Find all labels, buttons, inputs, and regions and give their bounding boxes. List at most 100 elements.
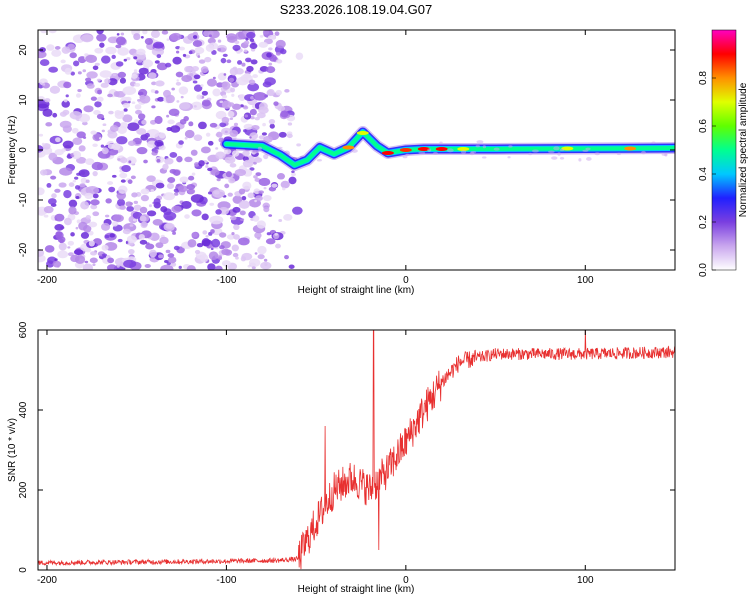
noise-blob	[67, 252, 74, 257]
noise-blob	[263, 206, 270, 213]
noise-blob	[184, 214, 190, 219]
noise-blob	[178, 86, 189, 95]
noise-blob	[55, 231, 64, 240]
noise-blob	[100, 82, 109, 88]
noise-blob	[188, 121, 194, 127]
noise-blob	[90, 204, 98, 210]
noise-blob	[63, 189, 72, 199]
noise-blob	[170, 262, 177, 267]
noise-blob	[223, 73, 227, 76]
noise-blob	[117, 238, 123, 243]
signal-fringe	[661, 153, 668, 156]
noise-blob	[186, 184, 196, 190]
noise-blob	[209, 202, 215, 206]
noise-blob	[264, 262, 268, 266]
noise-blob	[43, 206, 54, 214]
noise-blob	[243, 169, 253, 177]
snr-y-tick-label: 400	[18, 401, 29, 418]
signal-fringe	[578, 158, 582, 162]
spectrogram-x-tick-label: -200	[37, 275, 57, 286]
noise-blob	[119, 205, 126, 210]
noise-blob	[55, 137, 61, 143]
snr-x-tick-label: -200	[37, 575, 57, 586]
noise-blob	[63, 217, 72, 226]
noise-blob	[232, 103, 242, 110]
noise-blob	[133, 56, 138, 60]
noise-blob	[207, 140, 214, 146]
noise-blob	[59, 111, 68, 117]
noise-blob	[143, 159, 148, 164]
noise-blob	[242, 150, 250, 157]
noise-blob	[287, 122, 293, 126]
signal-fringe	[481, 156, 487, 159]
noise-blob	[80, 177, 88, 184]
noise-blob	[157, 254, 164, 259]
noise-blob	[148, 204, 152, 208]
noise-blob	[168, 108, 180, 117]
noise-blob	[141, 119, 147, 125]
noise-blob	[136, 128, 147, 135]
noise-blob	[71, 127, 79, 134]
noise-blob	[217, 39, 222, 43]
noise-blob	[135, 109, 143, 115]
noise-blob	[193, 74, 201, 80]
noise-blob	[184, 65, 193, 73]
noise-blob	[119, 77, 127, 84]
noise-blob	[280, 48, 287, 55]
snr-x-tick-label: 100	[577, 575, 594, 586]
noise-blob	[155, 242, 164, 249]
noise-blob	[268, 118, 276, 125]
noise-blob	[111, 54, 116, 59]
noise-blob	[44, 245, 55, 253]
noise-blob	[161, 30, 169, 35]
noise-blob	[142, 30, 148, 35]
noise-blob	[44, 98, 51, 103]
signal-fringe	[257, 146, 262, 151]
noise-blob	[201, 213, 209, 221]
noise-blob	[136, 147, 148, 155]
snr-frame	[37, 329, 676, 571]
noise-blob	[74, 255, 86, 264]
noise-blob	[210, 247, 214, 251]
noise-blob	[262, 122, 266, 127]
noise-blob	[210, 229, 215, 234]
noise-blob	[167, 253, 175, 258]
noise-blob	[206, 78, 217, 87]
noise-blob	[235, 256, 239, 260]
noise-blob	[76, 131, 86, 139]
noise-blob	[209, 215, 224, 225]
noise-blob	[240, 218, 245, 221]
noise-blob	[145, 243, 155, 250]
noise-blob	[190, 194, 204, 203]
signal-fringe	[551, 156, 558, 160]
noise-blob	[84, 260, 89, 264]
noise-blob	[126, 235, 137, 244]
noise-blob	[264, 77, 276, 86]
noise-blob	[178, 46, 185, 51]
signal-hotspot	[417, 147, 430, 151]
noise-blob	[115, 61, 124, 67]
noise-blob	[197, 55, 201, 58]
noise-blob	[268, 47, 273, 51]
noise-blob	[67, 240, 75, 246]
noise-blob	[226, 234, 235, 240]
noise-blob	[187, 188, 196, 194]
noise-blob	[101, 253, 108, 257]
noise-blob	[225, 171, 232, 178]
noise-blob	[191, 172, 196, 176]
noise-blob	[243, 123, 254, 130]
noise-blob	[38, 187, 45, 196]
noise-blob	[160, 206, 168, 213]
noise-blob	[61, 100, 70, 108]
noise-blob	[217, 47, 222, 52]
noise-blob	[117, 47, 129, 56]
noise-blob	[49, 85, 61, 94]
noise-blob	[88, 240, 95, 247]
noise-blob	[178, 140, 184, 145]
noise-blob	[72, 179, 77, 183]
signal-fringe	[559, 156, 565, 160]
noise-blob	[232, 206, 241, 213]
noise-blob	[83, 105, 94, 113]
noise-blob	[176, 100, 180, 103]
noise-blob	[243, 129, 247, 133]
